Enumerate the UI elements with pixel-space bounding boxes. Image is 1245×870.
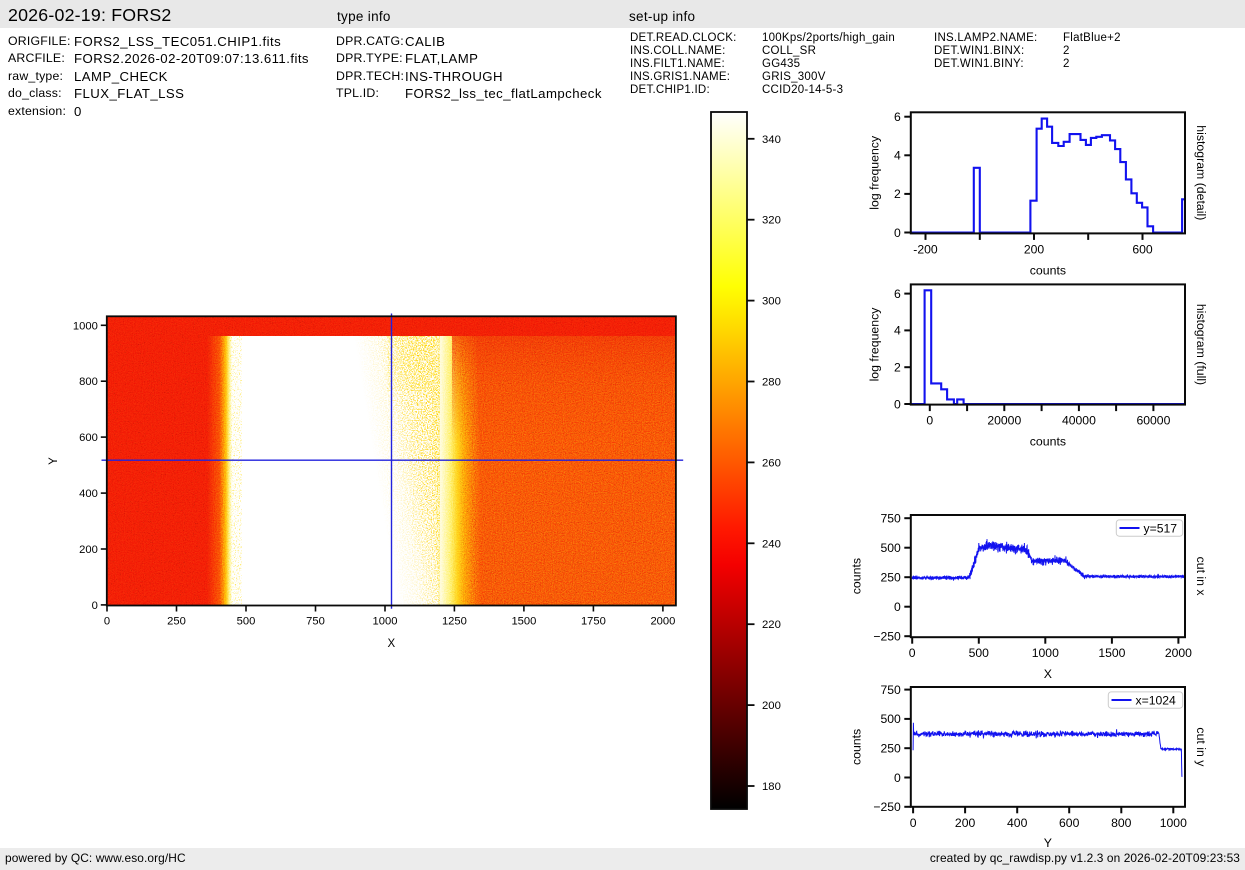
svg-text:300: 300 bbox=[762, 296, 781, 308]
svg-text:X: X bbox=[1044, 667, 1052, 681]
svg-text:0: 0 bbox=[104, 616, 110, 628]
svg-text:200: 200 bbox=[79, 544, 98, 556]
svg-text:log frequency: log frequency bbox=[868, 135, 882, 210]
svg-text:60000: 60000 bbox=[1136, 414, 1170, 428]
svg-text:40000: 40000 bbox=[1062, 414, 1096, 428]
svg-text:−250: −250 bbox=[873, 630, 901, 644]
svg-text:500: 500 bbox=[237, 616, 256, 628]
svg-text:4: 4 bbox=[894, 324, 901, 338]
svg-text:0: 0 bbox=[910, 816, 917, 830]
svg-text:cut in y: cut in y bbox=[1194, 727, 1208, 767]
svg-text:200: 200 bbox=[1024, 242, 1045, 256]
svg-text:2000: 2000 bbox=[650, 616, 675, 628]
svg-text:260: 260 bbox=[762, 457, 781, 469]
svg-text:240: 240 bbox=[762, 538, 781, 550]
svg-text:200: 200 bbox=[762, 700, 781, 712]
svg-text:800: 800 bbox=[1111, 816, 1132, 830]
svg-text:500: 500 bbox=[969, 646, 990, 660]
svg-text:250: 250 bbox=[167, 616, 186, 628]
svg-text:X: X bbox=[387, 638, 395, 650]
svg-text:1250: 1250 bbox=[442, 616, 467, 628]
svg-text:0: 0 bbox=[894, 226, 901, 240]
svg-text:0: 0 bbox=[894, 771, 901, 785]
svg-text:1000: 1000 bbox=[73, 320, 98, 332]
svg-text:500: 500 bbox=[880, 541, 901, 555]
svg-text:histogram (full): histogram (full) bbox=[1194, 304, 1208, 385]
svg-text:0: 0 bbox=[926, 414, 933, 428]
svg-text:0: 0 bbox=[894, 600, 901, 614]
svg-text:2000: 2000 bbox=[1165, 646, 1192, 660]
svg-text:y=517: y=517 bbox=[1144, 521, 1178, 535]
svg-text:2: 2 bbox=[894, 187, 901, 201]
svg-text:6: 6 bbox=[894, 287, 901, 301]
svg-text:counts: counts bbox=[1030, 263, 1066, 277]
svg-text:600: 600 bbox=[1132, 242, 1153, 256]
svg-text:600: 600 bbox=[1059, 816, 1080, 830]
svg-text:1000: 1000 bbox=[1032, 646, 1059, 660]
svg-text:0: 0 bbox=[909, 646, 916, 660]
svg-text:1000: 1000 bbox=[1160, 816, 1187, 830]
svg-text:400: 400 bbox=[1007, 816, 1028, 830]
svg-text:1500: 1500 bbox=[511, 616, 536, 628]
svg-text:0: 0 bbox=[894, 397, 901, 411]
svg-text:500: 500 bbox=[880, 712, 901, 726]
svg-text:2: 2 bbox=[894, 361, 901, 375]
svg-text:counts: counts bbox=[1030, 435, 1066, 449]
svg-text:counts: counts bbox=[850, 558, 864, 594]
svg-text:180: 180 bbox=[762, 781, 781, 793]
svg-text:20000: 20000 bbox=[987, 414, 1021, 428]
svg-text:750: 750 bbox=[880, 683, 901, 697]
svg-text:6: 6 bbox=[894, 110, 901, 124]
svg-text:200: 200 bbox=[955, 816, 976, 830]
svg-text:x=1024: x=1024 bbox=[1136, 693, 1177, 707]
svg-text:-200: -200 bbox=[913, 242, 938, 256]
svg-text:400: 400 bbox=[79, 488, 98, 500]
svg-text:600: 600 bbox=[79, 432, 98, 444]
svg-text:0: 0 bbox=[92, 600, 98, 612]
svg-text:1500: 1500 bbox=[1098, 646, 1125, 660]
svg-text:−250: −250 bbox=[873, 800, 901, 814]
svg-text:1000: 1000 bbox=[373, 616, 398, 628]
svg-text:800: 800 bbox=[79, 376, 98, 388]
svg-text:280: 280 bbox=[762, 377, 781, 389]
svg-text:1750: 1750 bbox=[581, 616, 606, 628]
svg-text:220: 220 bbox=[762, 619, 781, 631]
svg-text:4: 4 bbox=[894, 149, 901, 163]
svg-text:Y: Y bbox=[1044, 836, 1052, 850]
svg-text:750: 750 bbox=[880, 512, 901, 526]
svg-text:250: 250 bbox=[880, 571, 901, 585]
svg-text:750: 750 bbox=[306, 616, 325, 628]
svg-text:340: 340 bbox=[762, 134, 781, 146]
svg-text:counts: counts bbox=[850, 729, 864, 765]
svg-text:250: 250 bbox=[880, 742, 901, 756]
svg-text:cut in x: cut in x bbox=[1194, 557, 1208, 597]
svg-text:Y: Y bbox=[48, 457, 60, 465]
svg-text:histogram (detail): histogram (detail) bbox=[1194, 125, 1208, 220]
svg-text:320: 320 bbox=[762, 215, 781, 227]
svg-text:log frequency: log frequency bbox=[868, 307, 882, 382]
